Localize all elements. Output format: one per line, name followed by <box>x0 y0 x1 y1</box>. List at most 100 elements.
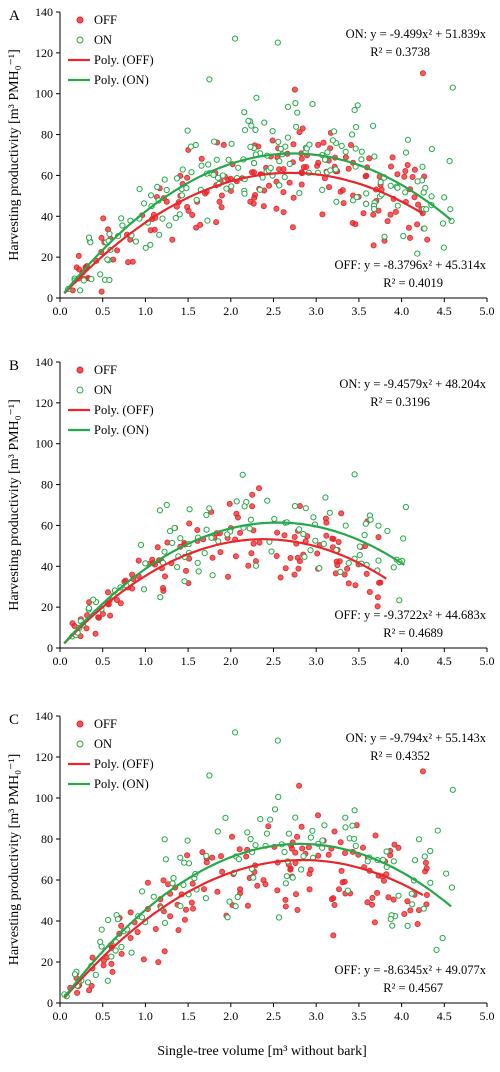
on-data-point <box>371 205 378 213</box>
on-data-point <box>241 127 249 134</box>
on-data-point <box>271 806 279 813</box>
off-data-point <box>218 192 225 199</box>
on-data-point <box>84 979 92 986</box>
on-data-point <box>319 837 326 844</box>
off-data-point <box>265 823 272 830</box>
off-data-point <box>314 550 321 557</box>
on-data-point <box>114 916 122 923</box>
on-data-point <box>241 109 248 116</box>
y-tick-label: 120 <box>35 750 53 764</box>
off-data-point <box>189 880 196 887</box>
off-data-point <box>198 155 205 162</box>
off-data-point <box>118 922 125 929</box>
on-data-point <box>251 160 258 167</box>
off-data-point <box>100 962 107 969</box>
off-data-point <box>320 139 327 146</box>
y-tick-label: 60 <box>41 518 53 532</box>
off-data-point <box>337 839 344 846</box>
off-data-point <box>374 889 381 896</box>
off-data-point <box>325 184 332 191</box>
off-data-point <box>352 221 359 228</box>
off-data-point <box>181 916 188 923</box>
on-data-point <box>282 880 289 887</box>
x-tick-label: 3.0 <box>309 1009 324 1023</box>
off-data-point <box>314 812 321 819</box>
x-tick-label: 1.5 <box>181 1009 196 1023</box>
on-data-point <box>169 880 176 887</box>
on-data-point <box>294 109 301 116</box>
off-data-point <box>422 859 429 866</box>
legend-poly-on-label: Poly. (ON) <box>94 423 149 437</box>
on-data-point <box>449 84 456 91</box>
on-data-point <box>394 202 401 209</box>
on-data-point <box>167 528 174 535</box>
off-data-point <box>83 625 90 632</box>
on-trendline <box>63 152 452 294</box>
on-data-point <box>296 526 303 533</box>
on-data-point <box>344 887 351 894</box>
on-data-point <box>208 534 215 541</box>
off-data-point <box>218 204 225 211</box>
x-tick-label: 0.0 <box>53 654 68 668</box>
legend: OFF ON Poly. (OFF) Poly. (ON) <box>68 363 154 437</box>
off-data-point <box>370 242 377 249</box>
off-equation: OFF: y = -8.3796x² + 45.314x <box>334 258 486 272</box>
off-data-point <box>315 852 322 859</box>
off-data-point <box>232 553 239 560</box>
on-data-point <box>170 875 177 882</box>
off-data-point <box>419 768 426 775</box>
off-data-point <box>250 200 257 207</box>
off-data-point <box>423 892 430 899</box>
off-data-point <box>294 833 301 840</box>
on-data-point <box>307 834 314 841</box>
on-data-point <box>307 547 314 554</box>
x-tick-label: 2.5 <box>266 654 281 668</box>
on-data-point <box>106 230 113 238</box>
on-data-point <box>428 193 435 200</box>
off-data-point <box>89 954 96 961</box>
on-data-point <box>447 206 454 213</box>
off-data-point <box>282 565 289 572</box>
legend-poly-off-label: Poly. (OFF) <box>94 53 154 67</box>
on-data-point <box>421 853 428 860</box>
off-data-point <box>369 894 376 901</box>
off-data-point <box>220 141 227 148</box>
off-data-point <box>219 868 226 875</box>
on-equation: ON: y = -9.4579x² + 48.204x <box>339 377 486 391</box>
y-tick-label: 140 <box>35 5 53 19</box>
on-data-point <box>163 186 170 194</box>
on-data-point <box>402 503 409 511</box>
off-data-point <box>291 571 298 578</box>
off-data-point <box>199 849 206 856</box>
on-data-point <box>415 836 423 843</box>
on-data-point <box>387 916 394 923</box>
off-data-point <box>251 194 258 201</box>
on-data-point <box>171 524 178 532</box>
legend-on-marker <box>76 386 84 394</box>
on-data-point <box>351 835 358 842</box>
on-data-point <box>172 215 179 222</box>
panel-letter: A <box>9 8 20 24</box>
off-data-point <box>406 234 413 241</box>
off-data-point <box>189 211 196 218</box>
on-data-point <box>203 526 210 533</box>
on-r-squared: R² = 0.4352 <box>370 749 430 763</box>
on-data-point <box>423 206 430 213</box>
on-data-point <box>252 562 260 569</box>
on-data-point <box>375 557 382 564</box>
off-data-point <box>249 503 256 510</box>
x-tick-label: 5.0 <box>480 304 495 318</box>
on-data-point <box>138 914 146 921</box>
on-data-point <box>235 856 242 863</box>
off-data-point <box>182 567 189 574</box>
legend-on-label: ON <box>94 33 112 47</box>
y-tick-label: 60 <box>41 168 53 182</box>
y-axis-title: Harvesting productivity [m³ PMH₀⁻¹] <box>7 399 22 611</box>
y-tick-label: 20 <box>41 955 53 969</box>
off-data-point <box>315 159 322 166</box>
y-axis-title: Harvesting productivity [m³ PMH₀⁻¹] <box>7 754 22 966</box>
off-data-point <box>182 906 189 913</box>
off-data-point <box>338 510 345 517</box>
off-data-point <box>282 903 289 910</box>
on-data-point <box>193 196 200 203</box>
